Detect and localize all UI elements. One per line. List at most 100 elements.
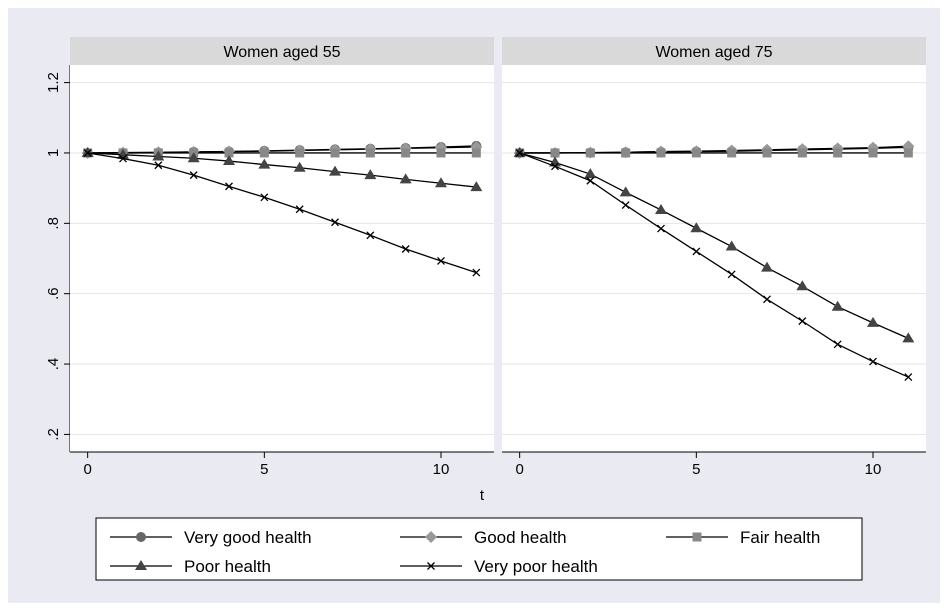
legend-marker [425,531,437,543]
x-tick-label: 0 [515,461,523,478]
data-point [187,152,200,163]
legend-label: Very good health [184,528,312,547]
series-line [87,152,477,274]
data-point [655,203,667,214]
data-point [295,148,305,158]
x-tick-label: 10 [433,461,450,478]
legend-marker [427,562,435,570]
series-line [519,152,909,339]
y-tick-label: .4 [45,358,62,371]
data-point [584,168,597,179]
x-tick-label: 0 [83,461,91,478]
x-axis-title: t [480,487,485,504]
data-point [657,224,665,233]
data-point [331,218,339,227]
data-point [690,222,703,233]
series-poor-health [81,146,483,192]
data-point [903,148,913,158]
legend-label: Very poor health [474,557,598,576]
y-tick-label: 1.2 [45,72,62,93]
legend-item-very-good-health: Very good health [110,528,312,547]
data-point [189,171,198,180]
x-axis: 0 5 10 [70,451,494,478]
legend-label: Poor health [184,557,271,576]
data-point [585,148,595,158]
data-point [867,316,879,327]
y-tick-label: .6 [45,287,62,300]
legend-label: Fair health [740,528,820,547]
legend-marker [135,560,147,570]
data-point [656,148,666,158]
data-point [621,148,631,158]
y-tick-label: .8 [45,217,62,230]
data-point [725,240,738,251]
panel-title: Women aged 55 [223,44,340,61]
data-point [761,261,773,272]
data-point [366,231,375,240]
data-point [833,340,842,349]
data-point [119,154,127,163]
data-point [621,201,630,209]
legend-item-good-health: Good health [400,528,567,547]
data-point [471,148,481,158]
data-point [293,161,306,172]
x-axis: 0 5 10 [502,451,926,478]
data-point [551,162,559,171]
data-point [258,158,271,169]
x-tick-label: 5 [692,461,700,478]
data-point [401,245,410,253]
data-point [436,148,446,158]
x-tick-label: 5 [260,461,268,478]
data-point [259,148,269,158]
panel-plot-area [70,65,494,452]
data-point [798,317,807,326]
data-point [223,155,235,166]
data-point [586,176,595,185]
legend-item-fair-health: Fair health [666,528,820,547]
data-point [762,148,772,158]
panel-plot-area [502,65,926,452]
legend-item-very-poor-health: Very poor health [400,557,598,576]
data-point [83,148,92,157]
data-point [225,182,233,191]
data-point [435,177,447,188]
data-point [797,148,807,158]
data-point [329,165,341,176]
data-point [727,270,736,279]
data-point [619,186,632,197]
data-point [330,148,340,158]
data-point [224,148,234,158]
series-line [519,152,909,378]
series-very-poor-health [83,148,481,277]
data-point [550,148,560,158]
data-point [763,295,771,304]
data-point [515,148,524,157]
data-point [364,169,377,180]
series-poor-health [513,146,915,343]
legend-label: Good health [474,528,567,547]
data-point [868,148,878,158]
panel-title-strip [502,37,926,65]
panel-title: Women aged 75 [655,44,772,61]
data-point [295,205,304,214]
data-point [152,150,165,161]
data-point [833,148,843,158]
data-point [365,148,375,158]
data-point [399,173,412,184]
data-point [796,280,809,291]
legend-item-poor-health: Poor health [110,557,271,576]
series-very-poor-health [515,148,913,382]
series-line [87,152,477,188]
data-point [902,332,915,343]
panel-title-strip [70,37,494,65]
legend-items: Very good health Good health Fair health Po… [110,528,820,576]
data-point [691,148,701,158]
data-point [470,181,483,192]
y-tick-label: .2 [45,428,62,441]
x-tick-label: 10 [865,461,882,478]
data-point [727,148,737,158]
series-layer [81,140,483,277]
legend-marker [692,532,702,542]
panel-women-aged-55: Women aged 55 0 5 10 [70,37,494,478]
legend-marker [136,532,146,542]
